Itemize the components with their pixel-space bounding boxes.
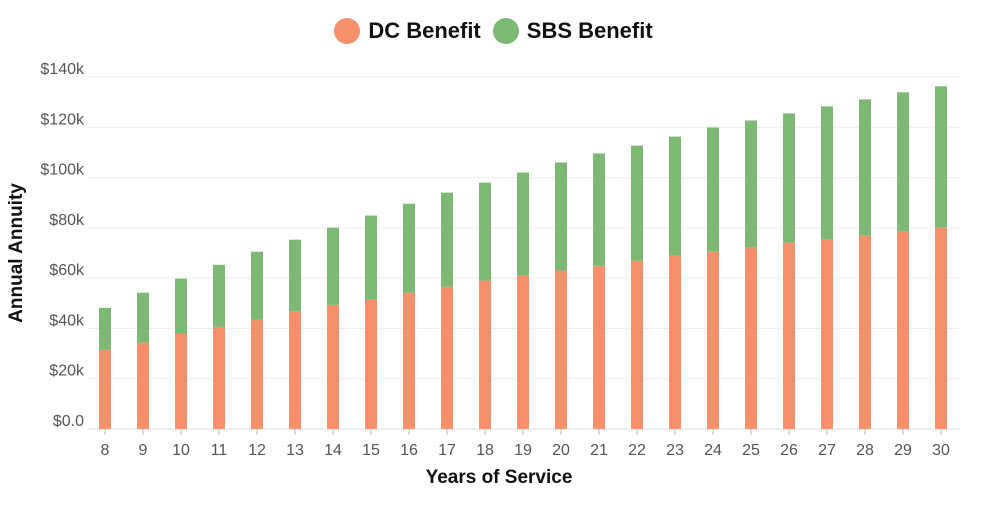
bar-sbs-19[interactable] — [517, 172, 529, 276]
bar-dc-21[interactable] — [593, 265, 605, 429]
y-tick-label: $80k — [49, 212, 85, 229]
x-tick-label: 13 — [286, 442, 304, 459]
bar-sbs-9[interactable] — [137, 292, 149, 343]
bar-sbs-22[interactable] — [631, 145, 643, 261]
bar-dc-27[interactable] — [821, 239, 833, 429]
bar-sbs-8[interactable] — [99, 307, 111, 350]
x-tick-label: 23 — [666, 442, 684, 459]
x-tick-label: 26 — [780, 442, 798, 459]
bar-sbs-13[interactable] — [289, 239, 301, 312]
x-tick-label: 9 — [139, 442, 148, 459]
x-tick-label: 16 — [400, 442, 418, 459]
bar-dc-9[interactable] — [137, 342, 149, 429]
y-tick-label: $100k — [40, 162, 85, 179]
x-tick-label: 30 — [932, 442, 950, 459]
x-tick-label: 14 — [324, 442, 342, 459]
bar-dc-20[interactable] — [555, 270, 567, 429]
x-tick-label: 17 — [438, 442, 456, 459]
bar-dc-11[interactable] — [213, 326, 225, 429]
bar-sbs-21[interactable] — [593, 153, 605, 266]
y-tick-label: $20k — [49, 363, 85, 380]
x-tick-label: 12 — [248, 442, 266, 459]
bar-sbs-26[interactable] — [783, 113, 795, 243]
bar-dc-10[interactable] — [175, 333, 187, 429]
y-tick-label: $120k — [40, 111, 85, 128]
x-axis-ticks: 8 9 10 11 12 13 14 15 16 17 18 19 20 21 22 23 24 25 26 27 28… — [101, 429, 950, 459]
x-tick-label: 25 — [742, 442, 760, 459]
chart-legend: DC Benefit SBS Benefit — [0, 18, 987, 44]
y-axis-title: Annual Annuity — [6, 183, 27, 323]
x-tick-label: 24 — [704, 442, 722, 459]
x-tick-label: 15 — [362, 442, 380, 459]
legend-label-sbs: SBS Benefit — [526, 18, 653, 43]
bar-dc-8[interactable] — [99, 349, 111, 429]
bar-sbs-24[interactable] — [707, 127, 719, 252]
bar-sbs-30[interactable] — [935, 86, 947, 228]
bar-dc-14[interactable] — [327, 304, 339, 429]
bar-dc-25[interactable] — [745, 247, 757, 429]
bar-dc-16[interactable] — [403, 292, 415, 429]
bar-sbs-11[interactable] — [213, 264, 225, 327]
x-tick-label: 22 — [628, 442, 646, 459]
bar-dc-15[interactable] — [365, 299, 377, 429]
bars — [99, 86, 947, 429]
x-axis-title: Years of Service — [426, 467, 573, 488]
x-tick-label: 10 — [172, 442, 190, 459]
legend-label-dc: DC Benefit — [368, 18, 481, 43]
y-tick-label: $0.0 — [53, 413, 84, 430]
bar-sbs-28[interactable] — [859, 99, 871, 236]
bar-dc-29[interactable] — [897, 231, 909, 429]
bar-sbs-18[interactable] — [479, 182, 491, 281]
x-tick-label: 8 — [101, 442, 110, 459]
legend-swatch-dc-icon — [334, 18, 361, 44]
legend-item-sbs-benefit[interactable]: SBS Benefit — [492, 18, 653, 44]
bar-sbs-14[interactable] — [327, 227, 339, 305]
bar-sbs-16[interactable] — [403, 203, 415, 293]
x-tick-label: 21 — [590, 442, 608, 459]
bar-dc-30[interactable] — [935, 227, 947, 429]
bar-dc-24[interactable] — [707, 251, 719, 429]
bar-sbs-25[interactable] — [745, 120, 757, 248]
y-tick-label: $40k — [49, 312, 85, 329]
bar-dc-22[interactable] — [631, 260, 643, 429]
bar-dc-23[interactable] — [669, 255, 681, 429]
bar-dc-28[interactable] — [859, 235, 871, 429]
bar-sbs-20[interactable] — [555, 162, 567, 271]
bar-dc-26[interactable] — [783, 242, 795, 429]
x-tick-label: 19 — [514, 442, 532, 459]
bar-sbs-12[interactable] — [251, 251, 263, 320]
bar-sbs-15[interactable] — [365, 215, 377, 300]
bar-sbs-27[interactable] — [821, 106, 833, 240]
bar-dc-17[interactable] — [441, 286, 453, 429]
bar-sbs-17[interactable] — [441, 192, 453, 287]
x-tick-label: 11 — [211, 442, 228, 459]
y-tick-label: $140k — [40, 61, 85, 78]
bar-dc-18[interactable] — [479, 280, 491, 429]
bar-dc-19[interactable] — [517, 275, 529, 429]
x-tick-label: 28 — [856, 442, 874, 459]
x-tick-label: 18 — [476, 442, 494, 459]
x-tick-label: 20 — [552, 442, 570, 459]
legend-item-dc-benefit[interactable]: DC Benefit — [334, 18, 481, 44]
legend-swatch-sbs-icon — [492, 18, 519, 44]
bar-sbs-23[interactable] — [669, 136, 681, 256]
bar-dc-12[interactable] — [251, 319, 263, 429]
x-tick-label: 27 — [818, 442, 836, 459]
y-axis-ticks: $0.0 $20k $40k $60k $80k $100k $120k $140k — [40, 61, 85, 430]
y-tick-label: $60k — [49, 262, 85, 279]
bar-sbs-29[interactable] — [897, 92, 909, 232]
x-tick-label: 29 — [894, 442, 912, 459]
bar-sbs-10[interactable] — [175, 278, 187, 334]
bar-dc-13[interactable] — [289, 311, 301, 429]
